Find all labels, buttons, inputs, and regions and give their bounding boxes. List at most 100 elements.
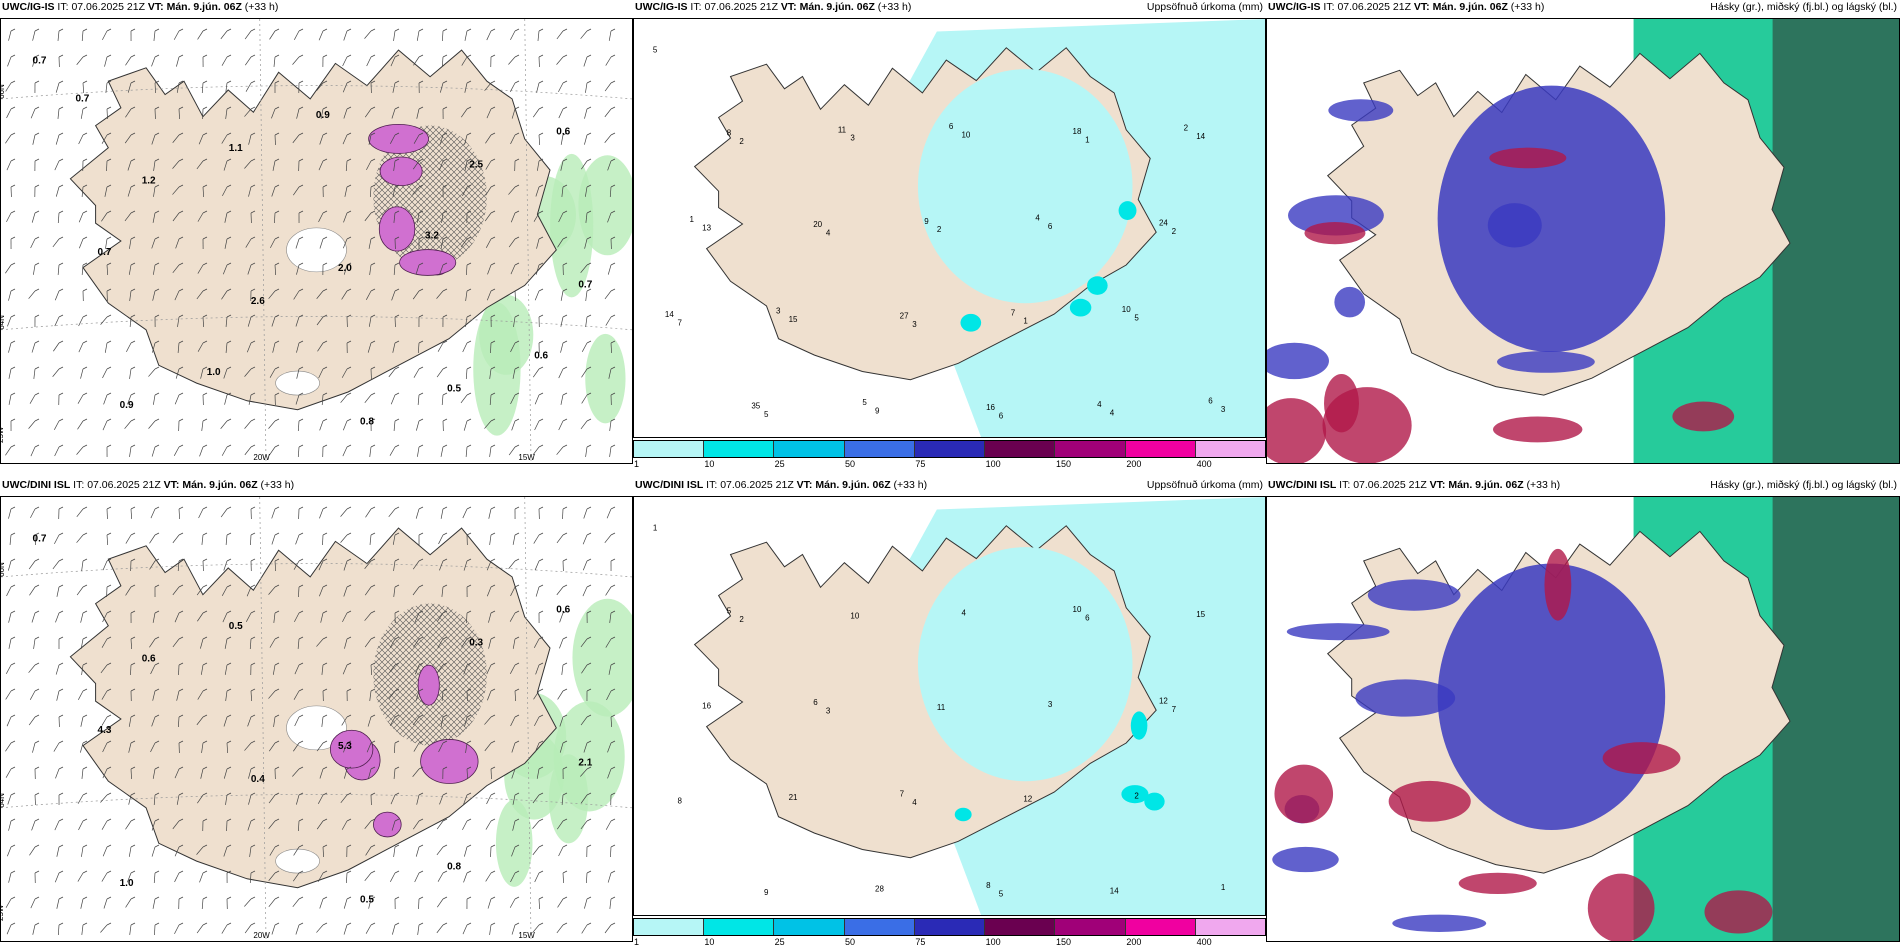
low-cloud [1587, 873, 1655, 941]
colorbar-tick: 200 [1126, 459, 1142, 469]
colorbar-tick: 10 [704, 937, 715, 947]
precip-value: 0.3 [469, 637, 483, 648]
precip-value: 0.7 [98, 247, 112, 258]
precip-total: 3 [1221, 405, 1226, 414]
precip-total: 2 [937, 225, 942, 234]
vt-label: VT: [1429, 479, 1446, 491]
colorbar-swatch [774, 441, 845, 457]
precip-total: 20 [813, 220, 822, 229]
grid-label: 64N [1, 793, 6, 808]
colorbar-tick: 50 [845, 459, 856, 469]
dry-area [275, 848, 320, 874]
colorbar-swatch [1195, 441, 1265, 457]
graticule [1, 19, 632, 463]
dry-area [286, 227, 347, 273]
precip-core [1130, 711, 1148, 740]
low-cloud [1304, 222, 1366, 245]
panel-title: UWC/IG-IS IT: 07.06.2025 21Z VT: Mán. 9.… [1266, 0, 1900, 16]
lead-time: (+33 h) [1510, 1, 1545, 13]
precip-total: 18 [1073, 127, 1082, 136]
map-area[interactable]: 0.7 1.2 2.6 0.8 2.5 0.7 0.9 1.1 2.0 0.5 0.6 0.7 1.0 0… [0, 18, 633, 464]
precip-total: 7 [900, 790, 905, 799]
precip-total-map-ig: UWC/IG-IS IT: 07.06.2025 21Z VT: Mán. 9.… [633, 0, 1266, 470]
map-area[interactable] [1266, 496, 1900, 942]
colorbar-tick: 10 [704, 459, 715, 469]
precip-total: 9 [924, 217, 929, 226]
colorbar-swatch [1055, 441, 1126, 457]
precip-total: 4 [1035, 213, 1040, 222]
vt-label: VT: [796, 479, 813, 491]
model-name: UWC/DINI ISL [635, 479, 704, 491]
precip-total: 8 [986, 881, 991, 890]
colorbar-tick: 75 [915, 459, 926, 469]
precip-total: 1 [1085, 135, 1090, 144]
grid-label: 15W [518, 931, 535, 940]
precip-total: 16 [702, 702, 711, 711]
precip-total: 2 [1134, 791, 1139, 800]
precip-total: 3 [826, 707, 831, 716]
precip-total: 3 [1048, 700, 1053, 709]
precip-total: 3 [776, 307, 781, 316]
precip-value: 4.3 [98, 725, 112, 736]
precip-value: 0.5 [360, 894, 374, 905]
mid-cloud [1487, 203, 1542, 248]
map-canvas: 5243612753214141315910653820271618241435… [634, 19, 1265, 437]
precip-total-map-dini: UWC/DINI ISL IT: 07.06.2025 21Z VT: Mán.… [633, 478, 1266, 948]
valid-time: Mán. 9.jún. 06Z [1448, 479, 1524, 491]
colorbar-swatch [914, 441, 986, 457]
mid-cloud [1497, 350, 1595, 373]
it-label: IT: [690, 1, 702, 13]
grid-label: 25W [1, 904, 5, 921]
low-cloud [1267, 398, 1327, 463]
precip-total: 6 [1085, 613, 1090, 622]
precip-total: 1 [1221, 883, 1226, 892]
precip-core [1087, 276, 1108, 295]
mid-cloud [1288, 195, 1384, 236]
map-area[interactable]: 0.7 0.6 0.4 0.5 0.3 2.1 1.0 0.5 5.3 0.8 0.6 4.3 20W 1… [0, 496, 633, 942]
colorbar-swatch [1195, 919, 1265, 935]
colorbar-swatch [985, 441, 1056, 457]
map-area[interactable]: 1 2 3 4 5 6 7 8 9 10 11 12 14 15 16 21 28 4 3 2 1 5 6 7 8 10 12 [633, 496, 1266, 916]
precip-total: 27 [900, 312, 909, 321]
mid-cloud [1272, 846, 1339, 873]
precip-total: 2 [1172, 227, 1177, 236]
precip-area [585, 333, 626, 424]
precip-total: 2 [739, 137, 744, 146]
precip-total: 1 [1023, 317, 1028, 326]
low-cloud [1602, 742, 1681, 775]
low-cloud [1388, 780, 1471, 822]
precip-value: 1.0 [207, 367, 221, 378]
lead-time: (+33 h) [260, 479, 295, 491]
heavy-precip [378, 206, 416, 252]
issue-time: 07.06.2025 21Z [720, 479, 794, 491]
grid-label: 15W [518, 453, 535, 462]
map-area[interactable] [1266, 18, 1900, 464]
colorbar-swatch [704, 441, 775, 457]
map-canvas [1267, 497, 1899, 941]
precip-total: 8 [678, 796, 683, 805]
colorbar-ticks: 1 10 25 50 75 100 150 200 400 [633, 459, 1266, 471]
wind-barbs [5, 506, 616, 936]
model-name: UWC/DINI ISL [2, 479, 71, 491]
precip-field [917, 547, 1133, 782]
precip-total: 15 [789, 315, 798, 324]
grid-label: 66N [1, 84, 6, 99]
panel-title: UWC/DINI ISL IT: 07.06.2025 21Z VT: Mán.… [0, 478, 633, 494]
precip-total: 1 [690, 215, 695, 224]
precip-value: 0.7 [578, 280, 592, 291]
colorbar-tick: 150 [1056, 459, 1072, 469]
issue-time: 07.06.2025 21Z [87, 479, 161, 491]
precip-total: 9 [764, 888, 769, 897]
precip-total: 24 [1159, 218, 1168, 227]
map-area[interactable]: 5 2 4 3 6 1 2 7 5 3 2 1 4 14 13 15 9 10 6 5 3 8 20 27 16 18 24 14 35… [633, 18, 1266, 438]
valid-time: Mán. 9.jún. 06Z [799, 1, 875, 13]
precip-total: 5 [764, 410, 769, 419]
precip-total: 1 [653, 523, 658, 532]
precip-total: 5 [999, 890, 1004, 899]
precip-total: 7 [1172, 705, 1177, 714]
colorbar-swatch [704, 919, 775, 935]
precip-total: 16 [986, 403, 995, 412]
precip-total: 12 [1023, 795, 1032, 804]
low-cloud [1492, 416, 1583, 443]
heavy-precip [373, 811, 402, 838]
